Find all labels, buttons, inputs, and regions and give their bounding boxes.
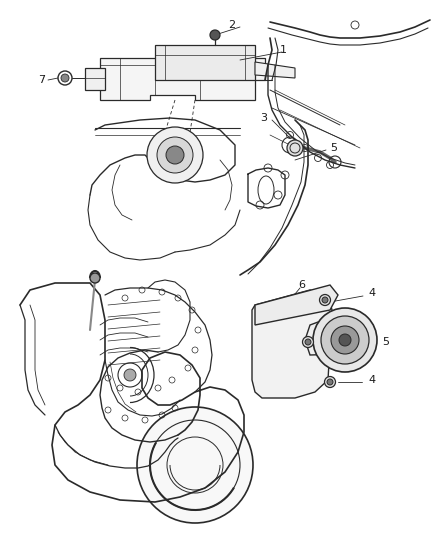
Text: 4: 4 xyxy=(352,333,359,343)
Text: 7: 7 xyxy=(38,75,45,85)
Circle shape xyxy=(287,140,303,156)
Polygon shape xyxy=(85,68,105,90)
Circle shape xyxy=(124,369,136,381)
Circle shape xyxy=(90,273,100,283)
Circle shape xyxy=(210,30,220,40)
Text: 4: 4 xyxy=(368,375,375,385)
Circle shape xyxy=(303,336,314,348)
Polygon shape xyxy=(255,62,295,78)
Circle shape xyxy=(321,316,369,364)
Circle shape xyxy=(327,379,333,385)
Text: 4: 4 xyxy=(368,288,375,298)
Circle shape xyxy=(325,376,336,387)
Circle shape xyxy=(147,127,203,183)
Circle shape xyxy=(157,137,193,173)
Circle shape xyxy=(137,407,253,523)
Circle shape xyxy=(331,326,359,354)
Polygon shape xyxy=(305,312,360,355)
Circle shape xyxy=(322,297,328,303)
Circle shape xyxy=(339,334,351,346)
Polygon shape xyxy=(155,45,255,80)
Circle shape xyxy=(305,339,311,345)
Ellipse shape xyxy=(258,176,274,204)
Text: 1: 1 xyxy=(280,45,287,55)
Circle shape xyxy=(319,295,331,305)
Circle shape xyxy=(166,146,184,164)
Circle shape xyxy=(61,74,69,82)
Polygon shape xyxy=(252,290,332,398)
Text: 5: 5 xyxy=(330,143,337,153)
Text: 6: 6 xyxy=(298,280,305,290)
Text: 5: 5 xyxy=(382,337,389,347)
Circle shape xyxy=(313,308,377,372)
Text: 2: 2 xyxy=(228,20,235,30)
Polygon shape xyxy=(255,285,338,325)
Text: 3: 3 xyxy=(260,113,267,123)
Polygon shape xyxy=(100,58,265,100)
